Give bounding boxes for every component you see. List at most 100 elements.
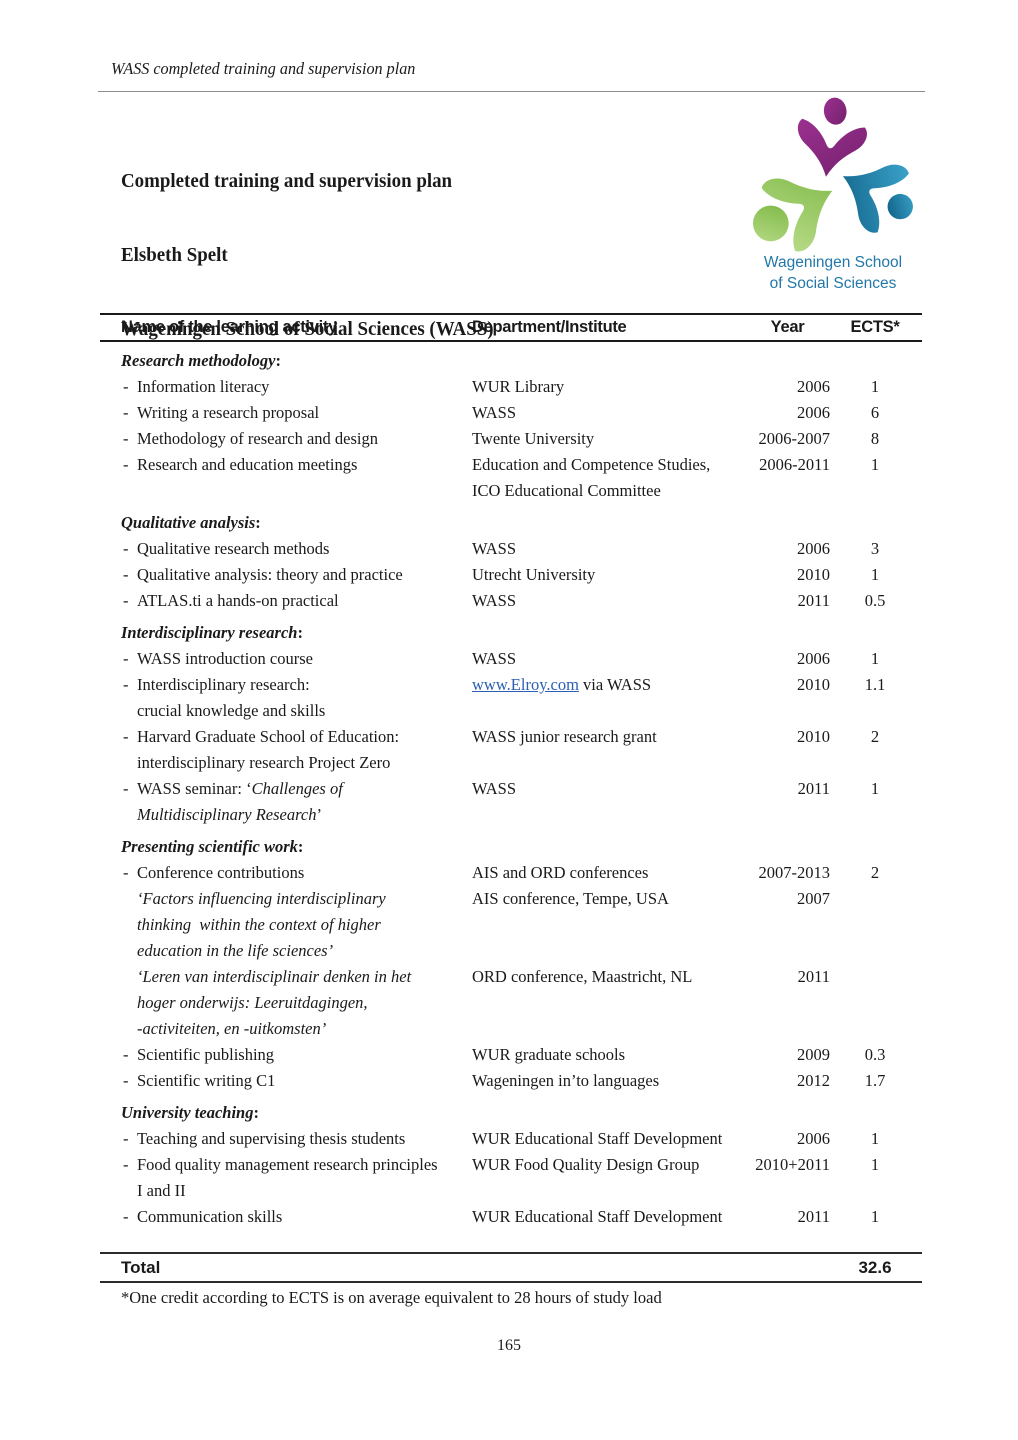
year-cell: 2006: [797, 1129, 830, 1148]
text-line: Qualitative analysis: theory and practic…: [137, 562, 472, 588]
department-cell: WUR Educational Staff Development: [472, 1126, 745, 1152]
table-row: Communication skills - WUR Educational Sta…: [121, 1204, 922, 1230]
footnote: *One credit according to ECTS is on aver…: [121, 1288, 662, 1307]
year-cell: 2007: [797, 889, 830, 908]
text-segment: Research and education meetings: [137, 455, 358, 474]
column-header-ects: ECTS*: [850, 318, 900, 336]
logo-text: Wageningen School of Social Sciences: [763, 254, 903, 292]
department-cell: ORD conference, Maastricht, NL: [472, 964, 745, 1042]
text-line: hoger onderwijs: Leeruitdagingen,: [137, 990, 472, 1016]
activity-cell: Qualitative analysis: theory and practic…: [121, 562, 472, 588]
logo-figure-teal: [825, 143, 913, 236]
bullet-dash: -: [123, 727, 129, 746]
ects-cell: 1.7: [864, 1071, 886, 1090]
text-segment: ATLAS.ti a hands-on practical: [137, 591, 339, 610]
logo-figure-purple: [791, 97, 868, 182]
text-segment: Multidisciplinary Research: [137, 805, 317, 824]
table-row: Food quality management research princip…: [121, 1152, 922, 1204]
year-cell: 2010: [797, 675, 830, 694]
text-line: ORD conference, Maastricht, NL: [472, 964, 745, 990]
text-segment: WASS: [472, 539, 517, 558]
text-segment: WASS: [472, 779, 517, 798]
ects-cell: 6: [870, 403, 880, 422]
bullet-dash: -: [123, 429, 129, 448]
text-segment: WUR Educational Staff Development: [472, 1207, 723, 1226]
year-cell: 2007-2013: [758, 863, 831, 882]
table-section: University teaching: Teaching and supervi…: [121, 1100, 922, 1230]
table-row: Information literacy - WUR Library 2006 1: [121, 374, 922, 400]
year-cell: 2011: [797, 967, 830, 986]
text-line: Research and education meetings: [137, 452, 472, 478]
title-block: Completed training and supervision plan …: [121, 121, 494, 392]
text-line: Twente University: [472, 426, 745, 452]
activity-cell: Interdisciplinary research: crucial knowl…: [121, 672, 472, 724]
activity-cell: Qualitative research methods -: [121, 536, 472, 562]
text-line: WASS seminar: ‘Challenges of: [137, 776, 472, 802]
text-line: Food quality management research princip…: [137, 1152, 472, 1178]
text-line: www.Elroy.com via WASS: [472, 672, 745, 698]
department-cell: AIS conference, Tempe, USA: [472, 886, 745, 964]
ects-cell: [830, 886, 920, 964]
text-line: education in the life sciences’: [137, 938, 472, 964]
ects-cell: 1: [870, 779, 880, 798]
ects-cell: 0.3: [864, 1045, 886, 1064]
ects-cell: 2: [870, 863, 880, 882]
activity-cell: Research and education meetings -: [121, 452, 472, 504]
text-segment: Communication skills: [137, 1207, 283, 1226]
header-rule: [98, 91, 925, 92]
text-segment: WUR Library: [472, 377, 565, 396]
section-title-colon: :: [255, 513, 261, 532]
text-segment: Utrecht University: [472, 565, 596, 584]
activity-cell: Food quality management research princip…: [121, 1152, 472, 1204]
text-segment: WASS seminar: ‘: [137, 779, 252, 798]
bullet-dash: -: [123, 863, 129, 882]
text-segment: hoger onderwijs: Leeruitdagingen,: [137, 993, 368, 1012]
year-cell: 2010: [797, 565, 830, 584]
text-line: Teaching and supervising thesis students: [137, 1126, 472, 1152]
table-section: Research methodology: Information literac…: [121, 348, 922, 504]
training-plan-table: Name of the learning activity Department…: [100, 313, 922, 1283]
text-segment: Challenges of: [251, 779, 343, 798]
ects-cell: 1: [870, 1155, 880, 1174]
ects-cell: 1: [870, 565, 880, 584]
text-segment: interdisciplinary research Project Zero: [137, 753, 391, 772]
table-row: ‘Factors influencing interdisciplinary th…: [121, 886, 922, 964]
text-line: interdisciplinary research Project Zero: [137, 750, 472, 776]
activity-cell: Communication skills -: [121, 1204, 472, 1230]
year-cell: 2012: [797, 1071, 830, 1090]
text-line: ‘Leren van interdisciplinair denken in h…: [137, 964, 472, 990]
year-cell: 2006-2011: [759, 455, 830, 474]
text-line: Information literacy: [137, 374, 472, 400]
text-line: WUR Food Quality Design Group: [472, 1152, 745, 1178]
text-line: WASS: [472, 776, 745, 802]
text-line: AIS conference, Tempe, USA: [472, 886, 745, 912]
bullet-dash: -: [123, 403, 129, 422]
page-number: 165: [497, 1337, 521, 1354]
text-segment: Methodology of research and design: [137, 429, 379, 448]
document-title: Completed training and supervision plan: [121, 171, 453, 193]
bullet-dash: -: [123, 675, 129, 694]
year-cell: 2010: [797, 727, 830, 746]
text-segment: ORD conference, Maastricht, NL: [472, 967, 693, 986]
institution-name: Wageningen School of Social Sciences (WA…: [121, 318, 494, 340]
text-segment: ICO Educational Committee: [472, 481, 661, 500]
bullet-dash: -: [123, 779, 129, 798]
text-line: Multidisciplinary Research’: [137, 802, 472, 828]
ects-cell: 3: [870, 539, 880, 558]
bullet-dash: -: [123, 1045, 129, 1064]
text-segment: Interdisciplinary research:: [137, 675, 310, 694]
table-row: Scientific writing C1- Wageningen in’to l…: [121, 1068, 922, 1094]
text-line: WASS: [472, 536, 745, 562]
department-cell: Wageningen in’to languages: [472, 1068, 745, 1094]
text-line: AIS and ORD conferences: [472, 860, 745, 886]
department-cell: Twente University: [472, 426, 745, 452]
table-section: Presenting scientific work: Conference co…: [121, 834, 922, 1094]
elroy-link[interactable]: www.Elroy.com: [472, 675, 579, 694]
department-cell: WASS: [472, 776, 745, 828]
bullet-dash: -: [123, 1207, 129, 1226]
section-title-colon: :: [275, 351, 281, 370]
text-line: Harvard Graduate School of Education:: [137, 724, 472, 750]
text-segment: WUR Food Quality Design Group: [472, 1155, 700, 1174]
year-cell: 2009: [797, 1045, 830, 1064]
